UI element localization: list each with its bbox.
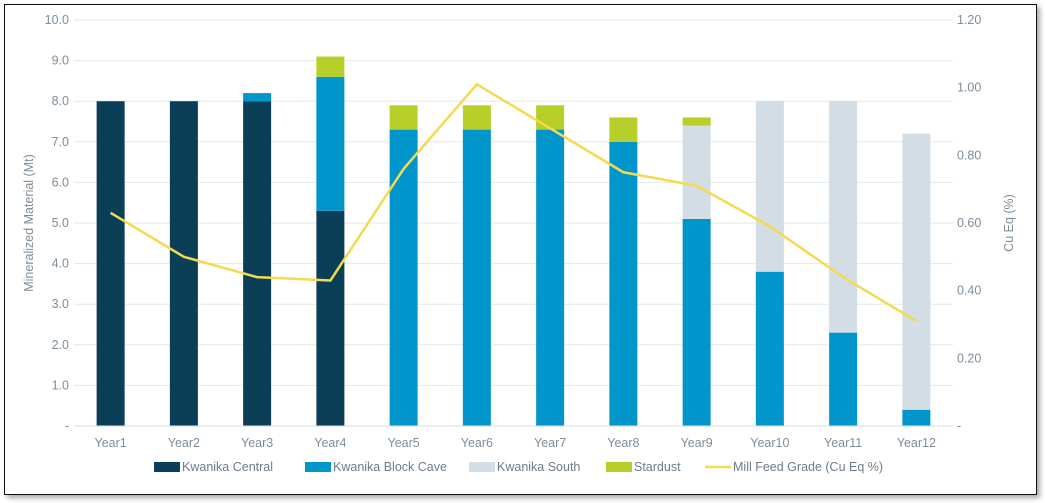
bar-kwanika-central <box>169 101 198 426</box>
y-tick-label: 8.0 <box>52 94 69 108</box>
y2-tick-label: 0.60 <box>957 216 981 230</box>
y-axis-title: Mineralized Material (Mt) <box>22 154 36 292</box>
y2-tick-label: 0.20 <box>957 351 981 365</box>
bar-kwanika-block-cave <box>829 332 858 426</box>
bar-stardust <box>462 105 491 130</box>
bar-kwanika-block-cave <box>536 129 565 426</box>
y-tick-label: 6.0 <box>52 175 69 189</box>
y2-axis-title: Cu Eq (%) <box>1002 194 1016 252</box>
y2-tick-label: - <box>957 419 961 433</box>
y-tick-label: 1.0 <box>52 378 69 392</box>
x-tick-label: Year8 <box>607 436 639 450</box>
bar-kwanika-south <box>902 133 931 410</box>
x-tick-label: Year11 <box>824 436 862 450</box>
y-tick-label: 5.0 <box>52 216 69 230</box>
y-tick-label: 4.0 <box>52 257 69 271</box>
legend-kwanika-south-swatch <box>469 462 495 472</box>
legend-kwanika-block-cave-label: Kwanika Block Cave <box>333 460 447 474</box>
bar-kwanika-block-cave <box>609 141 638 427</box>
x-tick-label: Year12 <box>897 436 936 450</box>
legend-kwanika-central-swatch <box>154 462 180 472</box>
mineralized-material-chart: - 1.0 2.0 3.0 4.0 5.0 6.0 7.0 8.0 9.0 10.0 - 0.20 0.4… <box>22 13 1016 474</box>
bar-kwanika-block-cave <box>902 409 931 426</box>
bar-stardust <box>316 56 345 77</box>
x-tick-label: Year2 <box>168 436 200 450</box>
x-tick-label: Year7 <box>534 436 566 450</box>
y-tick-label: 10.0 <box>45 13 69 27</box>
y2-tick-label: 1.20 <box>957 13 981 27</box>
y-tick-label: 7.0 <box>52 135 69 149</box>
x-tick-label: Year9 <box>681 436 713 450</box>
bar-kwanika-block-cave <box>243 93 272 102</box>
x-tick-label: Year3 <box>241 436 273 450</box>
bar-stardust <box>389 105 418 130</box>
bar-kwanika-central <box>316 210 345 426</box>
y2-tick-label: 1.00 <box>957 81 981 95</box>
y-tick-label: - <box>65 419 69 433</box>
bar-kwanika-south <box>829 101 858 333</box>
legend-kwanika-block-cave-swatch <box>305 462 331 472</box>
x-tick-label: Year5 <box>388 436 420 450</box>
bar-stardust <box>682 117 711 126</box>
bar-kwanika-block-cave <box>682 218 711 426</box>
y2-tick-label: 0.80 <box>957 148 981 162</box>
y-tick-label: 3.0 <box>52 297 69 311</box>
y2-tick-label: 0.40 <box>957 284 981 298</box>
legend-kwanika-central-label: Kwanika Central <box>182 460 273 474</box>
bar-kwanika-block-cave <box>316 76 345 211</box>
bar-kwanika-central <box>96 101 125 426</box>
x-tick-label: Year1 <box>95 436 127 450</box>
x-tick-label: Year10 <box>750 436 789 450</box>
line-mill-feed-grade <box>109 83 918 323</box>
legend-stardust-swatch <box>606 462 632 472</box>
chart-frame: - 1.0 2.0 3.0 4.0 5.0 6.0 7.0 8.0 9.0 10.0 - 0.20 0.4… <box>4 4 1037 495</box>
bar-kwanika-block-cave <box>462 129 491 426</box>
bar-kwanika-block-cave <box>389 129 418 426</box>
bar-stardust <box>536 105 565 130</box>
legend-kwanika-south-label: Kwanika South <box>497 460 580 474</box>
y-tick-label: 9.0 <box>52 54 69 68</box>
bar-kwanika-block-cave <box>755 271 784 426</box>
bar-kwanika-south <box>682 125 711 219</box>
bar-kwanika-south <box>755 101 784 272</box>
legend-mill-feed-grade-label: Mill Feed Grade (Cu Eq %) <box>733 460 883 474</box>
y-tick-label: 2.0 <box>52 338 69 352</box>
bar-stardust <box>609 117 638 142</box>
x-tick-label: Year4 <box>314 436 346 450</box>
bar-kwanika-central <box>243 101 272 426</box>
x-tick-label: Year6 <box>461 436 493 450</box>
legend-stardust-label: Stardust <box>634 460 681 474</box>
